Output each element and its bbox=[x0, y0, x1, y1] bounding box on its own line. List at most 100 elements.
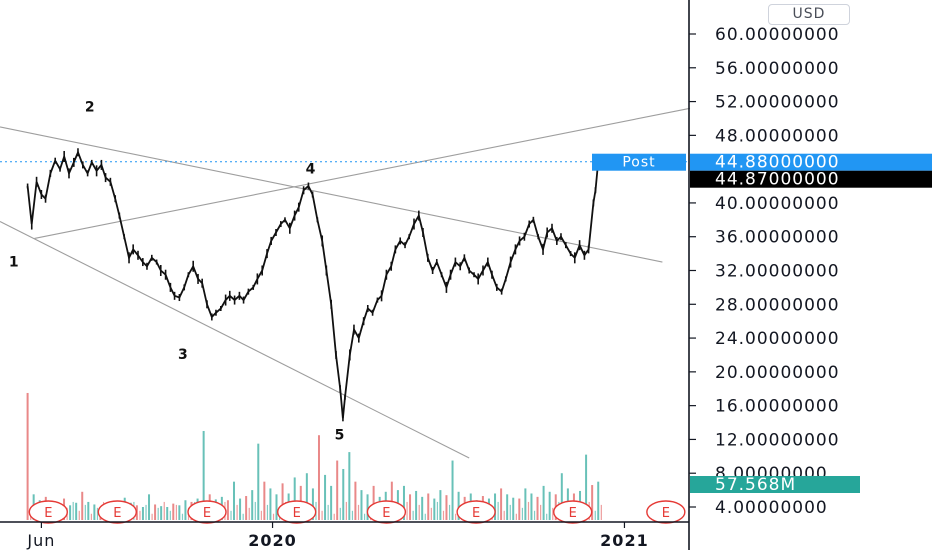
volume-bar bbox=[324, 474, 327, 520]
volume-bar bbox=[321, 510, 323, 520]
volume-bar bbox=[266, 504, 269, 520]
earnings-marker-circle bbox=[187, 500, 227, 524]
volume-bar bbox=[497, 501, 499, 520]
earnings-marker[interactable]: E bbox=[366, 500, 407, 524]
post-tag-bg bbox=[592, 153, 686, 171]
earnings-marker[interactable]: E bbox=[97, 500, 138, 524]
earnings-marker[interactable]: E bbox=[187, 500, 227, 524]
volume-value-label: 57.568M bbox=[715, 475, 796, 495]
trendline[interactable] bbox=[0, 221, 470, 459]
volume-bar bbox=[540, 504, 542, 520]
volume-bar bbox=[339, 507, 341, 520]
volume-bar bbox=[448, 504, 451, 520]
volume-bar bbox=[96, 507, 99, 520]
volume-bar bbox=[360, 490, 363, 520]
trendline[interactable] bbox=[34, 107, 691, 239]
volume-bar bbox=[275, 494, 278, 520]
volume-bar bbox=[327, 504, 329, 520]
volume-bar bbox=[257, 443, 260, 520]
volume-bar bbox=[242, 513, 244, 520]
volume-bar bbox=[363, 513, 366, 520]
volume-bar bbox=[78, 510, 80, 520]
volume-bar bbox=[202, 430, 205, 520]
volume-bar bbox=[93, 504, 96, 520]
earnings-marker[interactable]: E bbox=[553, 500, 593, 524]
volume-bar bbox=[445, 495, 448, 520]
earnings-marker-label: E bbox=[293, 506, 301, 521]
wave-label-2: 2 bbox=[85, 100, 95, 116]
earnings-marker[interactable]: E bbox=[28, 500, 68, 524]
volume-bar bbox=[451, 460, 454, 520]
volume-bar bbox=[251, 490, 254, 520]
volume-bar bbox=[536, 496, 539, 520]
price-tick-label: 24.00000000 bbox=[715, 329, 840, 349]
volume-bar bbox=[402, 485, 405, 520]
last-value-bg bbox=[690, 170, 932, 188]
volume-bar bbox=[600, 504, 602, 520]
time-axis: Jun 2020 2021 bbox=[0, 521, 689, 550]
volume-bar bbox=[260, 510, 262, 520]
volume-bar bbox=[366, 494, 369, 520]
volume-bar bbox=[430, 507, 432, 520]
volume-bar bbox=[457, 491, 460, 520]
volume-bar bbox=[139, 510, 141, 520]
volume-bar bbox=[433, 498, 436, 520]
earnings-marker[interactable]: E bbox=[456, 500, 496, 524]
volume-bar bbox=[81, 491, 84, 520]
volume-bar bbox=[421, 496, 424, 520]
volume-bar bbox=[500, 488, 503, 520]
volume-bar bbox=[354, 481, 357, 520]
volume-bar bbox=[585, 454, 588, 520]
price-tick-label: 52.00000000 bbox=[715, 93, 840, 113]
volume-bar bbox=[178, 505, 181, 520]
price-tick-label: 20.00000000 bbox=[715, 363, 840, 383]
price-tick-label: 60.00000000 bbox=[715, 25, 840, 45]
volume-bar bbox=[512, 497, 515, 520]
volume-bar bbox=[75, 502, 78, 520]
volume-bar bbox=[239, 498, 242, 520]
volume-bar bbox=[166, 507, 169, 520]
volume-bar bbox=[439, 490, 442, 520]
volume-bar bbox=[521, 507, 524, 520]
volume-bar bbox=[148, 494, 151, 520]
volume-bar bbox=[333, 513, 335, 520]
post-tag-label: Post bbox=[622, 155, 655, 171]
earnings-marker-circle bbox=[97, 500, 138, 524]
volume-bar bbox=[427, 493, 430, 520]
post-value-label: 44.88000000 bbox=[715, 153, 840, 173]
volume-bar bbox=[236, 504, 238, 520]
volume-bar bbox=[503, 510, 505, 520]
currency-button[interactable]: USD bbox=[768, 4, 850, 25]
wave-label-5: 5 bbox=[335, 427, 345, 443]
volume-bar bbox=[506, 494, 509, 520]
earnings-marker-circle bbox=[28, 500, 68, 524]
earnings-marker-circle bbox=[456, 500, 496, 524]
volume-bar bbox=[533, 510, 536, 520]
earnings-marker[interactable]: E bbox=[277, 500, 317, 524]
volume-bar bbox=[232, 481, 235, 520]
trendline[interactable] bbox=[0, 126, 663, 263]
volume-bar bbox=[518, 498, 521, 520]
volume-bar bbox=[69, 505, 72, 520]
earnings-marker[interactable]: E bbox=[646, 500, 686, 524]
volume-bar bbox=[226, 500, 229, 520]
volume-bar bbox=[336, 460, 339, 520]
volume-bar bbox=[345, 501, 347, 520]
volume-bar bbox=[281, 483, 284, 520]
price-tick-label: 36.00000000 bbox=[715, 228, 840, 248]
volume-bar bbox=[330, 485, 333, 520]
earnings-marker-circle bbox=[553, 500, 593, 524]
volume-bar bbox=[90, 513, 93, 520]
wave-label-layer: 1 2 3 4 5 bbox=[9, 100, 344, 444]
post-value-bg bbox=[690, 153, 932, 171]
volume-bar bbox=[172, 503, 175, 520]
volume-bar bbox=[542, 485, 545, 520]
earnings-marker-label: E bbox=[44, 506, 52, 521]
volume-bar bbox=[263, 481, 266, 520]
wave-label-1: 1 bbox=[9, 254, 19, 270]
price-layer bbox=[26, 148, 600, 422]
earnings-marker-label: E bbox=[382, 506, 390, 521]
